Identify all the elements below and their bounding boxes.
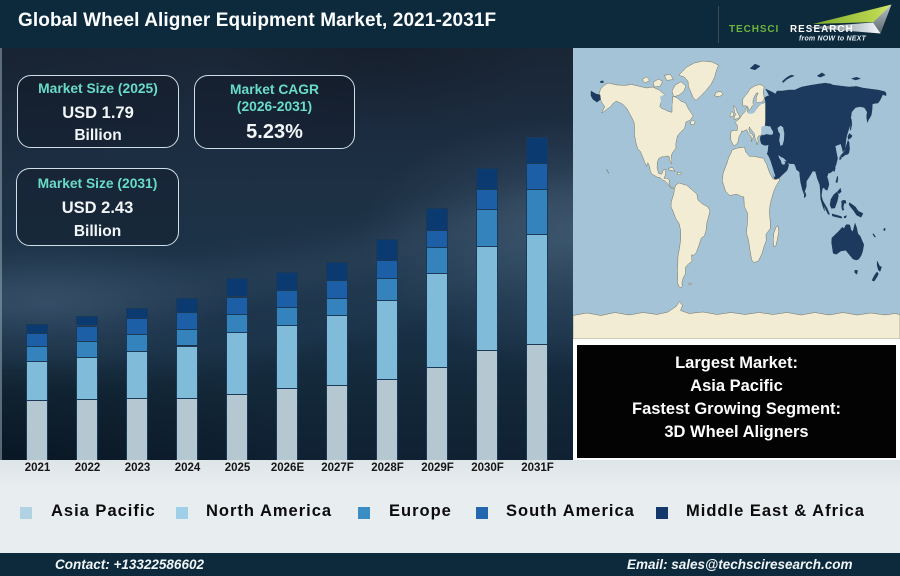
svg-text:from NOW to NEXT: from NOW to NEXT bbox=[799, 36, 866, 43]
svg-text:TECHSCI: TECHSCI bbox=[729, 24, 779, 35]
svg-text:RESEARCH: RESEARCH bbox=[790, 24, 854, 35]
